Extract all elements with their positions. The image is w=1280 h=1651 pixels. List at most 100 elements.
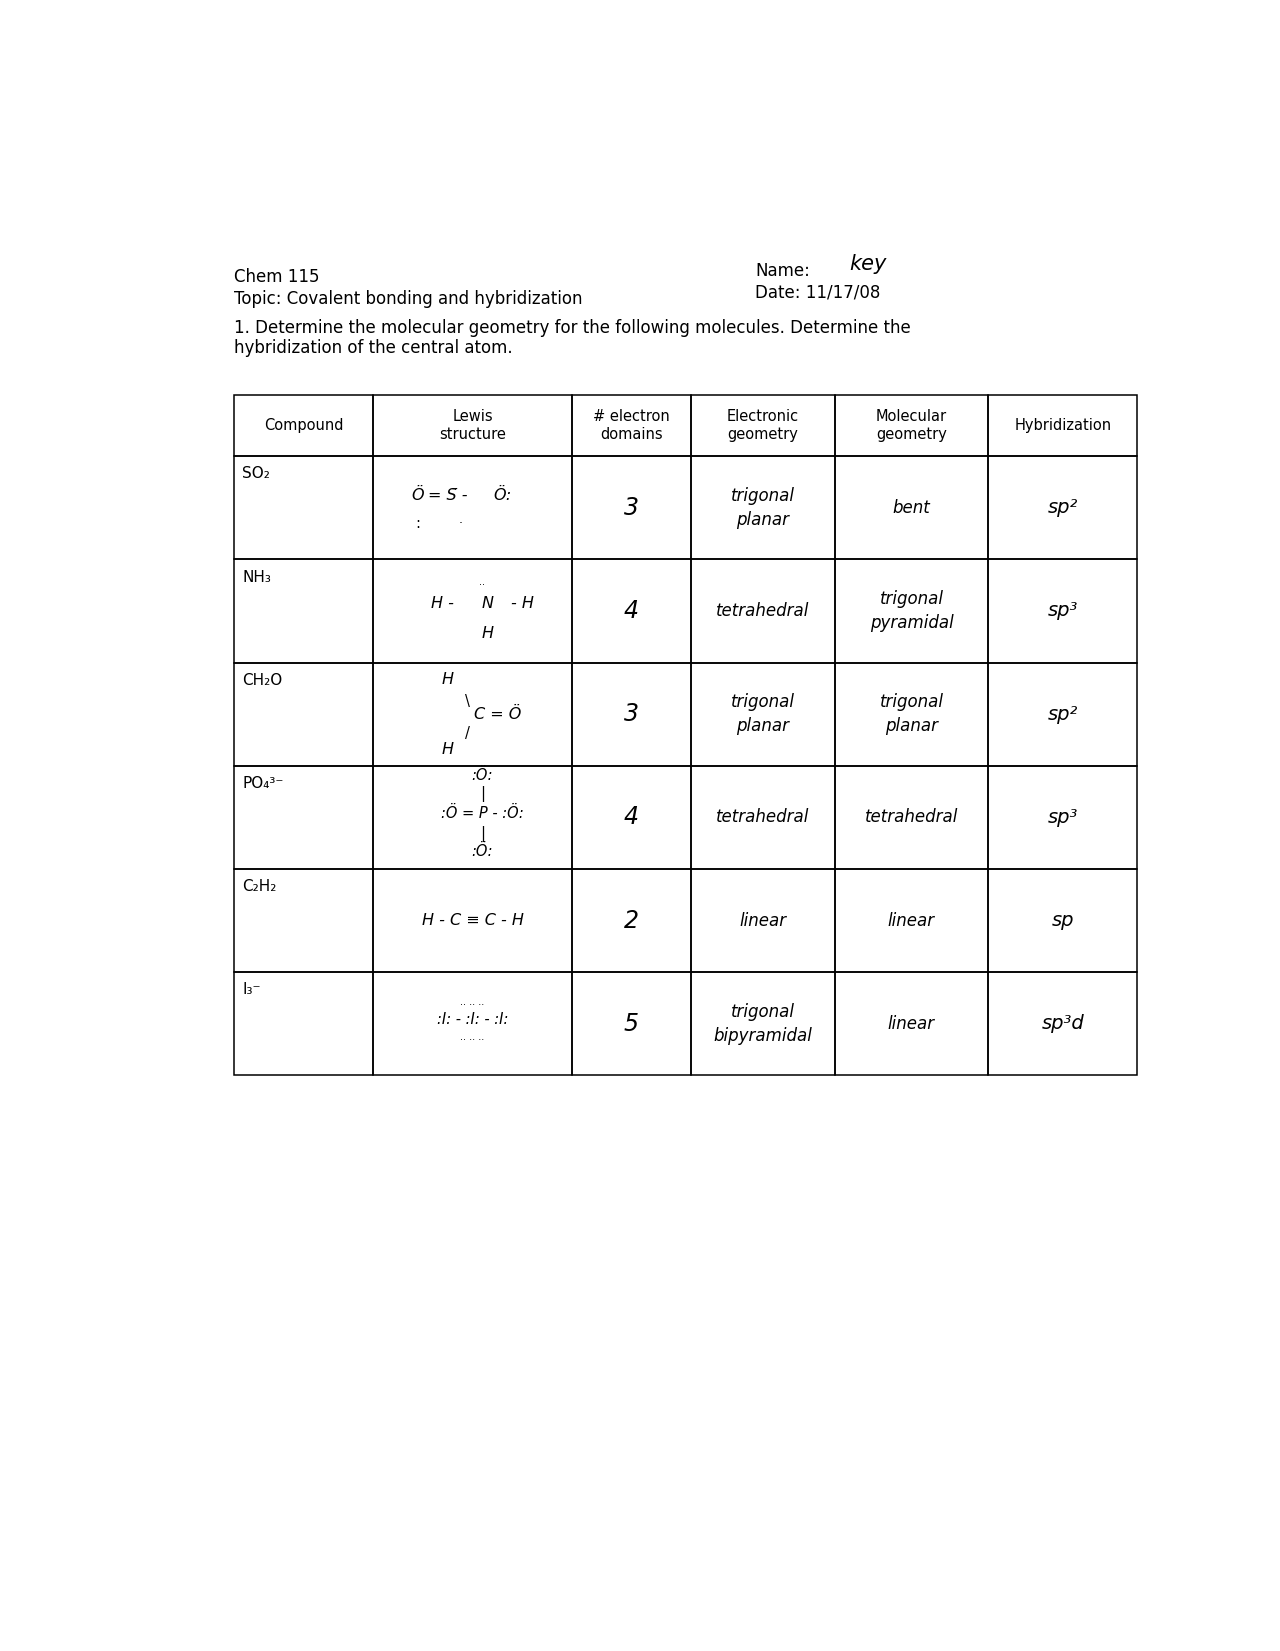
Text: H: H xyxy=(442,743,453,758)
Text: tetrahedral: tetrahedral xyxy=(716,603,809,621)
Bar xyxy=(988,560,1137,662)
Bar xyxy=(988,972,1137,1075)
Text: 3: 3 xyxy=(623,702,639,726)
Text: :Ö:: :Ö: xyxy=(471,844,493,859)
Text: 5: 5 xyxy=(623,1012,639,1035)
Bar xyxy=(835,868,988,972)
Text: sp²: sp² xyxy=(1047,499,1078,517)
Bar xyxy=(572,560,691,662)
Text: trigonal
bipyramidal: trigonal bipyramidal xyxy=(713,1002,812,1045)
Text: Chem 115: Chem 115 xyxy=(234,267,320,286)
Bar xyxy=(835,662,988,766)
Bar xyxy=(835,456,988,560)
Text: H: H xyxy=(481,626,493,641)
Text: C₂H₂: C₂H₂ xyxy=(242,878,276,895)
Text: tetrahedral: tetrahedral xyxy=(716,809,809,827)
Text: = S̈ -: = S̈ - xyxy=(428,487,467,502)
Text: \: \ xyxy=(465,693,470,708)
Text: |: | xyxy=(480,826,485,842)
Text: linear: linear xyxy=(888,911,934,930)
Text: I₃⁻: I₃⁻ xyxy=(242,982,261,997)
Bar xyxy=(572,972,691,1075)
Text: ·· ·· ··: ·· ·· ·· xyxy=(461,1035,485,1045)
Text: H -: H - xyxy=(431,596,454,611)
Text: key: key xyxy=(850,254,887,274)
Text: Topic: Covalent bonding and hybridization: Topic: Covalent bonding and hybridizatio… xyxy=(234,289,582,307)
Text: ··: ·· xyxy=(480,581,485,591)
Text: linear: linear xyxy=(739,911,786,930)
Bar xyxy=(988,456,1137,560)
Bar xyxy=(374,456,572,560)
Text: trigonal
planar: trigonal planar xyxy=(731,693,795,735)
Bar xyxy=(835,395,988,456)
Text: 4: 4 xyxy=(623,599,639,622)
Text: trigonal
planar: trigonal planar xyxy=(879,693,943,735)
Text: bent: bent xyxy=(892,499,931,517)
Bar xyxy=(374,395,572,456)
Bar xyxy=(835,766,988,868)
Text: sp³: sp³ xyxy=(1047,807,1078,827)
Bar xyxy=(691,868,835,972)
Text: :Ö = P - :Ö:: :Ö = P - :Ö: xyxy=(442,806,524,821)
Text: linear: linear xyxy=(888,1015,934,1034)
Text: H - C ≡ C - H: H - C ≡ C - H xyxy=(421,913,524,928)
Text: Ö:: Ö: xyxy=(493,487,512,502)
Text: :I: - :I: - :I:: :I: - :I: - :I: xyxy=(436,1012,508,1027)
Text: Electronic
geometry: Electronic geometry xyxy=(727,409,799,442)
Text: trigonal
pyramidal: trigonal pyramidal xyxy=(869,589,954,632)
Bar xyxy=(572,868,691,972)
Text: tetrahedral: tetrahedral xyxy=(865,809,959,827)
Text: SO₂: SO₂ xyxy=(242,466,270,482)
Bar xyxy=(374,662,572,766)
Bar xyxy=(691,560,835,662)
Text: /: / xyxy=(465,726,470,741)
Text: :: : xyxy=(416,515,420,530)
Bar xyxy=(374,766,572,868)
Text: Lewis
structure: Lewis structure xyxy=(439,409,506,442)
Text: N: N xyxy=(481,596,493,611)
Bar xyxy=(234,972,374,1075)
Text: - H: - H xyxy=(511,596,534,611)
Bar xyxy=(572,662,691,766)
Text: ·· ·· ··: ·· ·· ·· xyxy=(461,999,485,1010)
Text: 2: 2 xyxy=(623,908,639,933)
Bar xyxy=(374,560,572,662)
Text: ·: · xyxy=(458,517,462,530)
Text: PO₄³⁻: PO₄³⁻ xyxy=(242,776,284,791)
Bar xyxy=(988,662,1137,766)
Bar xyxy=(234,560,374,662)
Text: Molecular
geometry: Molecular geometry xyxy=(876,409,947,442)
Bar xyxy=(234,456,374,560)
Text: C = Ö: C = Ö xyxy=(474,707,521,721)
Bar xyxy=(691,766,835,868)
Bar xyxy=(691,456,835,560)
Text: hybridization of the central atom.: hybridization of the central atom. xyxy=(234,338,513,357)
Text: :Ö:: :Ö: xyxy=(471,768,493,783)
Text: H: H xyxy=(442,672,453,687)
Bar xyxy=(988,766,1137,868)
Text: Date: 11/17/08: Date: 11/17/08 xyxy=(755,284,881,300)
Bar xyxy=(374,868,572,972)
Text: Ö: Ö xyxy=(412,487,424,502)
Bar xyxy=(572,766,691,868)
Bar xyxy=(374,972,572,1075)
Bar xyxy=(572,456,691,560)
Text: sp³: sp³ xyxy=(1047,601,1078,621)
Bar xyxy=(691,972,835,1075)
Text: 4: 4 xyxy=(623,806,639,829)
Text: Name:: Name: xyxy=(755,263,810,279)
Bar xyxy=(572,395,691,456)
Text: 1. Determine the molecular geometry for the following molecules. Determine the: 1. Determine the molecular geometry for … xyxy=(234,319,911,337)
Text: sp: sp xyxy=(1051,911,1074,930)
Bar xyxy=(988,868,1137,972)
Text: # electron
domains: # electron domains xyxy=(593,409,669,442)
Bar xyxy=(234,868,374,972)
Bar xyxy=(234,766,374,868)
Bar xyxy=(234,395,374,456)
Text: CH₂O: CH₂O xyxy=(242,672,283,688)
Bar xyxy=(988,395,1137,456)
Bar xyxy=(691,395,835,456)
Text: 3: 3 xyxy=(623,495,639,520)
Text: sp³d: sp³d xyxy=(1042,1014,1084,1034)
Text: Compound: Compound xyxy=(264,418,343,433)
